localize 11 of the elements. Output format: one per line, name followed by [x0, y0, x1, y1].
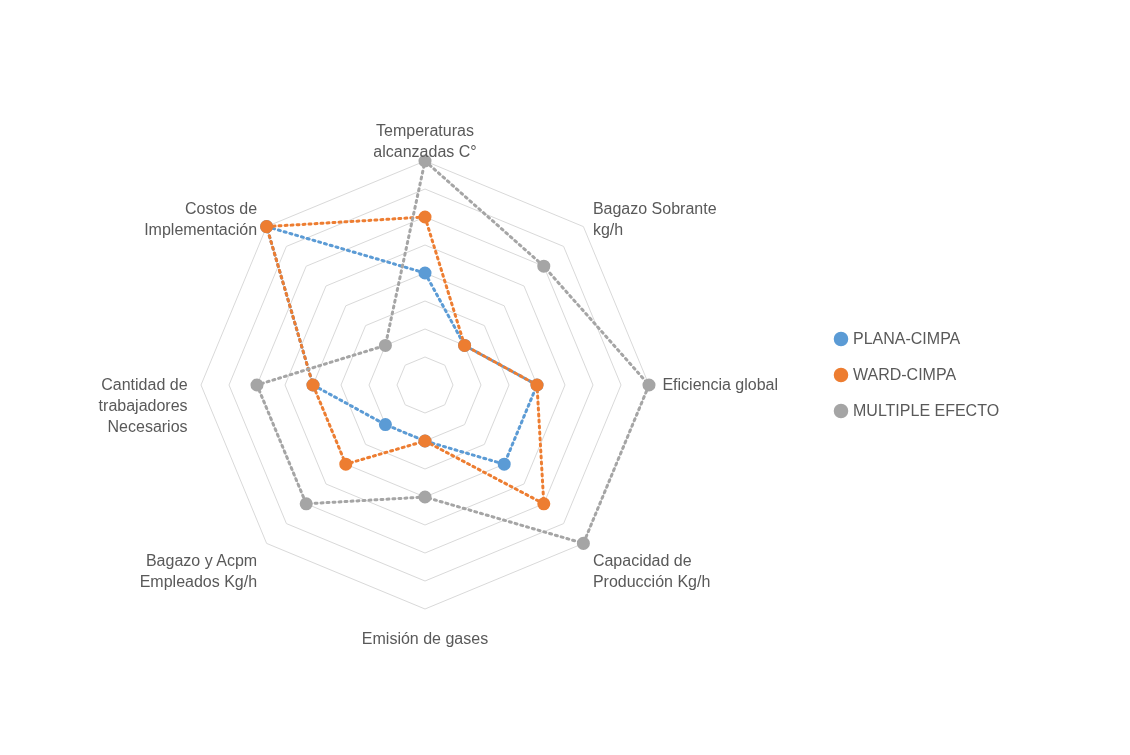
spoke-label: Capacidad de Producción Kg/h	[592, 551, 711, 590]
spoke-label: Temperaturas alcanzadas C°	[373, 121, 477, 160]
spoke-label: Costos de Implementación	[144, 200, 258, 239]
spoke-label: Emisión de gases	[361, 630, 489, 648]
spoke-label: Eficiencia global	[662, 376, 779, 393]
spoke-label: Cantidad de trabajadores Necesarios	[98, 376, 188, 435]
legend-label: WARD-CIMPA	[853, 366, 957, 383]
legend-label: MULTIPLE EFECTO	[853, 402, 1000, 419]
spoke-label: Bagazo Sobrante kg/h	[592, 200, 717, 239]
spoke-label: Bagazo y Acpm Empleados Kg/h	[139, 551, 258, 590]
legend-label: PLANA-CIMPA	[853, 330, 961, 347]
